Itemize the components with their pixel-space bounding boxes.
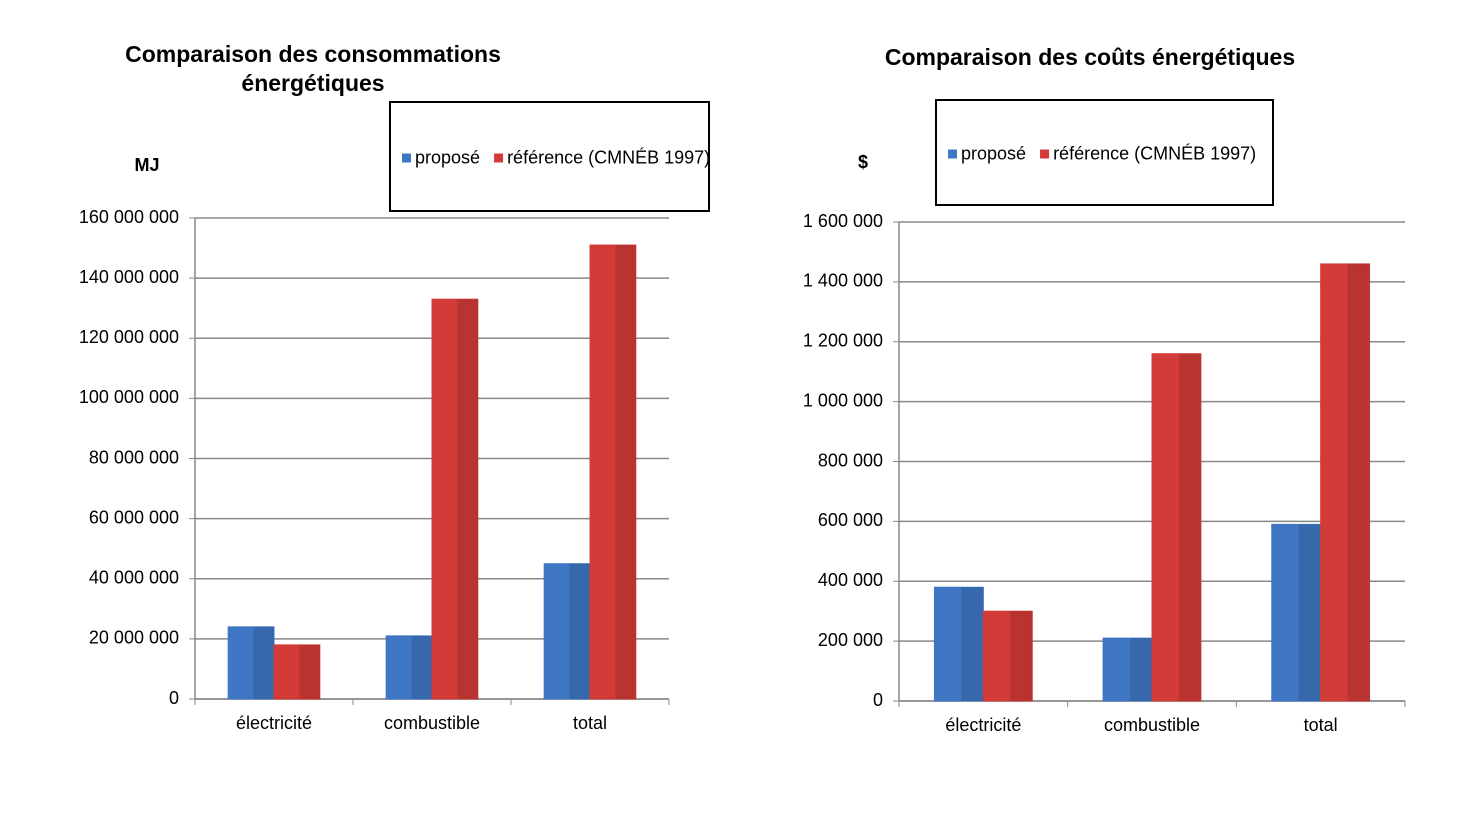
chart-title: Comparaison des consommations énergétiqu…: [125, 41, 501, 96]
x-tick-label: combustible: [384, 713, 480, 733]
y-axis-label: MJ: [134, 155, 159, 175]
bar: [933, 586, 984, 702]
y-tick-label: 600 000: [818, 510, 883, 530]
y-tick-label: 80 000 000: [89, 447, 179, 467]
y-tick-label: 40 000 000: [89, 568, 179, 588]
bar-shade: [1298, 524, 1321, 701]
bar: [1320, 263, 1371, 702]
bar-shade: [961, 587, 984, 701]
bar-shade: [615, 245, 636, 699]
title-box: Comparaison des coûts énergétiques: [884, 44, 1296, 70]
legend-box: [389, 101, 710, 212]
x-tick-label: électricité: [945, 715, 1021, 735]
bar-shade: [569, 563, 590, 699]
y-tick-label: 1 200 000: [803, 331, 883, 351]
y-tick-label: 400 000: [818, 570, 883, 590]
y-tick-label: 60 000 000: [89, 507, 179, 527]
bar: [273, 644, 321, 700]
x-tick-label: combustible: [1104, 715, 1200, 735]
legend-box: [935, 99, 1274, 206]
bar: [982, 610, 1033, 702]
legend-label: proposé: [961, 143, 1026, 163]
y-tick-label: 160 000 000: [79, 207, 179, 227]
title-box: Comparaison des consommations énergétiqu…: [125, 41, 501, 96]
bar: [1271, 523, 1322, 702]
bar: [1151, 353, 1202, 702]
bar: [385, 635, 433, 700]
y-tick-label: 200 000: [818, 630, 883, 650]
bar-shade: [457, 299, 478, 699]
y-tick-label: 0: [873, 690, 883, 710]
y-tick-label: 0: [169, 688, 179, 708]
y-tick-label: 1 000 000: [803, 390, 883, 410]
x-tick-label: électricité: [236, 713, 312, 733]
legend-label: référence (CMNÉB 1997): [1053, 143, 1256, 163]
legend-swatch: [948, 149, 957, 159]
x-tick-label: total: [1304, 715, 1338, 735]
bar: [589, 244, 637, 700]
bar-shade: [1347, 263, 1370, 701]
bar-shade: [299, 644, 320, 699]
bar-shade: [1129, 638, 1152, 701]
bar: [431, 298, 479, 700]
bar-shade: [253, 626, 274, 699]
bar-shade: [1178, 353, 1201, 701]
y-tick-label: 140 000 000: [79, 267, 179, 287]
legend-swatch: [402, 153, 411, 163]
bar-shade: [1010, 611, 1033, 701]
bar: [227, 626, 275, 700]
legend-label: référence (CMNÉB 1997): [507, 147, 710, 167]
y-axis-label: $: [858, 152, 868, 172]
y-tick-label: 1 400 000: [803, 271, 883, 291]
legend-swatch: [1040, 149, 1050, 159]
x-tick-label: total: [573, 713, 607, 733]
legend-swatch: [494, 153, 504, 163]
chart-title: Comparaison des coûts énergétiques: [884, 44, 1296, 70]
y-tick-label: 800 000: [818, 450, 883, 470]
y-tick-label: 20 000 000: [89, 628, 179, 648]
y-tick-label: 100 000 000: [79, 387, 179, 407]
legend-label: proposé: [415, 147, 480, 167]
y-tick-label: 1 600 000: [803, 211, 883, 231]
bar-shade: [411, 635, 432, 699]
y-tick-label: 120 000 000: [79, 327, 179, 347]
